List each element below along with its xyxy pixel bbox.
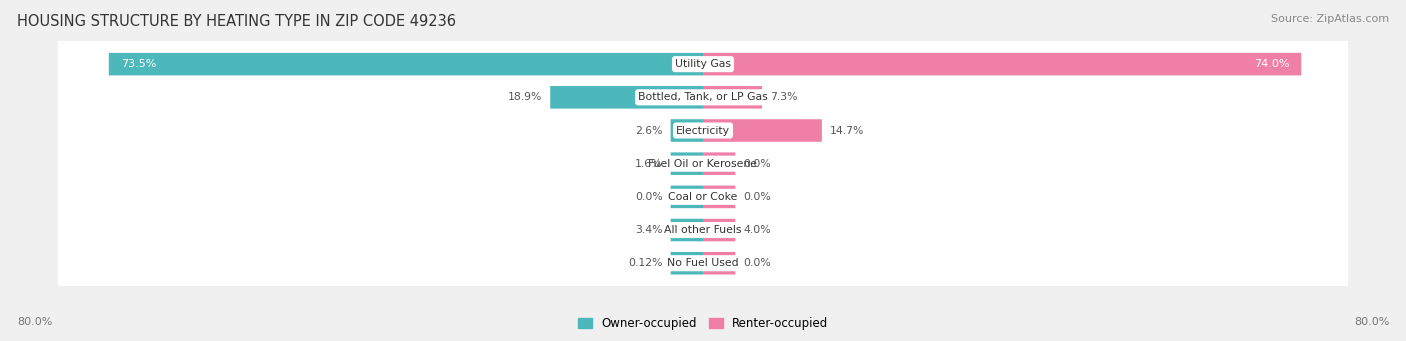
Text: Fuel Oil or Kerosene: Fuel Oil or Kerosene bbox=[648, 159, 758, 169]
Text: 1.6%: 1.6% bbox=[636, 159, 662, 169]
FancyBboxPatch shape bbox=[703, 152, 735, 175]
FancyBboxPatch shape bbox=[703, 53, 1302, 75]
FancyBboxPatch shape bbox=[703, 86, 762, 108]
FancyBboxPatch shape bbox=[671, 119, 703, 142]
FancyBboxPatch shape bbox=[671, 252, 703, 275]
FancyBboxPatch shape bbox=[703, 252, 735, 275]
Text: 0.0%: 0.0% bbox=[744, 159, 770, 169]
Text: 0.0%: 0.0% bbox=[744, 258, 770, 268]
Text: 14.7%: 14.7% bbox=[830, 125, 865, 135]
Text: 7.3%: 7.3% bbox=[770, 92, 797, 102]
Text: 73.5%: 73.5% bbox=[121, 59, 156, 69]
Text: 74.0%: 74.0% bbox=[1254, 59, 1289, 69]
Text: 2.6%: 2.6% bbox=[636, 125, 662, 135]
FancyBboxPatch shape bbox=[703, 186, 735, 208]
Text: Source: ZipAtlas.com: Source: ZipAtlas.com bbox=[1271, 14, 1389, 24]
Text: 80.0%: 80.0% bbox=[1354, 317, 1389, 327]
FancyBboxPatch shape bbox=[58, 70, 1348, 124]
Text: 0.0%: 0.0% bbox=[744, 192, 770, 202]
Text: 4.0%: 4.0% bbox=[744, 225, 770, 235]
Text: Coal or Coke: Coal or Coke bbox=[668, 192, 738, 202]
FancyBboxPatch shape bbox=[703, 219, 735, 241]
FancyBboxPatch shape bbox=[58, 203, 1348, 257]
Text: 80.0%: 80.0% bbox=[17, 317, 52, 327]
Text: 3.4%: 3.4% bbox=[636, 225, 662, 235]
Text: Utility Gas: Utility Gas bbox=[675, 59, 731, 69]
FancyBboxPatch shape bbox=[58, 37, 1348, 91]
FancyBboxPatch shape bbox=[58, 170, 1348, 224]
FancyBboxPatch shape bbox=[108, 53, 703, 75]
FancyBboxPatch shape bbox=[703, 119, 823, 142]
FancyBboxPatch shape bbox=[58, 236, 1348, 291]
FancyBboxPatch shape bbox=[671, 186, 703, 208]
Text: All other Fuels: All other Fuels bbox=[664, 225, 742, 235]
FancyBboxPatch shape bbox=[58, 136, 1348, 191]
Text: 0.12%: 0.12% bbox=[628, 258, 662, 268]
Text: 18.9%: 18.9% bbox=[508, 92, 543, 102]
Text: No Fuel Used: No Fuel Used bbox=[668, 258, 738, 268]
FancyBboxPatch shape bbox=[58, 103, 1348, 158]
FancyBboxPatch shape bbox=[671, 152, 703, 175]
Text: Bottled, Tank, or LP Gas: Bottled, Tank, or LP Gas bbox=[638, 92, 768, 102]
Text: HOUSING STRUCTURE BY HEATING TYPE IN ZIP CODE 49236: HOUSING STRUCTURE BY HEATING TYPE IN ZIP… bbox=[17, 14, 456, 29]
Text: Electricity: Electricity bbox=[676, 125, 730, 135]
Legend: Owner-occupied, Renter-occupied: Owner-occupied, Renter-occupied bbox=[572, 312, 834, 335]
Text: 0.0%: 0.0% bbox=[636, 192, 662, 202]
FancyBboxPatch shape bbox=[671, 219, 703, 241]
FancyBboxPatch shape bbox=[550, 86, 703, 108]
